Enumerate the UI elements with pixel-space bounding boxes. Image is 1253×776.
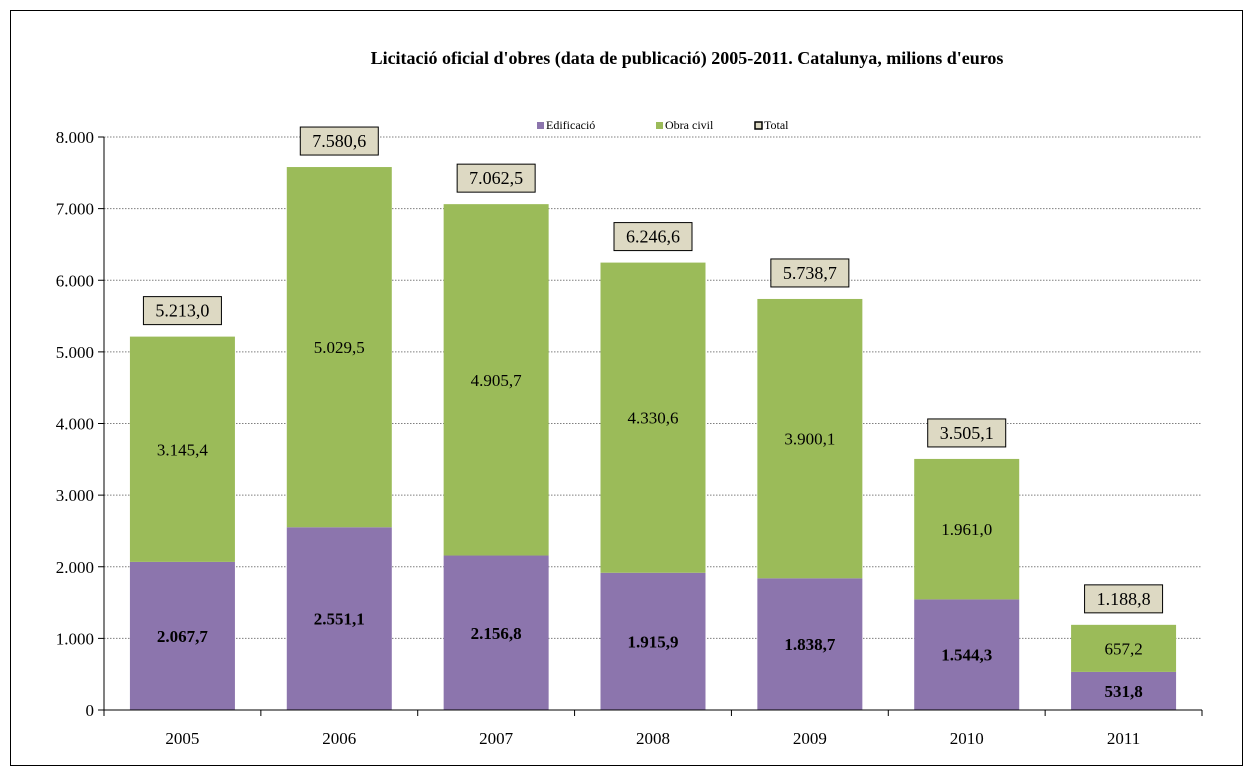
total-label-2010: 3.505,1 bbox=[927, 418, 1007, 448]
legend-label-total: Total bbox=[764, 118, 789, 132]
chart-svg: Licitació oficial d'obres (data de publi… bbox=[56, 48, 1203, 748]
data-label-edificacio-2011: 531,8 bbox=[1104, 682, 1142, 701]
data-label-edificacio-2009: 1.838,7 bbox=[784, 635, 836, 654]
bar-obra-civil-2008 bbox=[600, 262, 706, 573]
data-label-obra-civil-2008: 4.330,6 bbox=[628, 409, 679, 428]
legend-swatch-total bbox=[754, 121, 763, 130]
total-label-text: 3.505,1 bbox=[940, 423, 994, 443]
total-label-box bbox=[613, 222, 693, 252]
legend-label-edificacio: Edificació bbox=[546, 118, 595, 132]
y-tick-label: 5.000 bbox=[56, 343, 94, 362]
y-tick-label: 7.000 bbox=[56, 200, 94, 219]
bar-obra-civil-2010 bbox=[914, 458, 1020, 600]
y-tick-label: 3.000 bbox=[56, 486, 94, 505]
total-label-text: 7.580,6 bbox=[312, 131, 366, 151]
chart-title: Licitació oficial d'obres (data de publi… bbox=[371, 48, 1004, 69]
x-tick-label: 2005 bbox=[165, 729, 199, 748]
data-label-edificacio-2010: 1.544,3 bbox=[941, 646, 992, 665]
legend-item-obra-civil: Obra civil bbox=[656, 118, 714, 132]
total-label-2011: 1.188,8 bbox=[1084, 584, 1164, 614]
legend-item-edificacio: Edificació bbox=[537, 118, 595, 132]
x-tick-label: 2011 bbox=[1107, 729, 1140, 748]
x-tick-labels: 2005 2006 2007 2008 2009 2010 2011 bbox=[165, 729, 1140, 748]
legend-swatch-obra-civil bbox=[656, 122, 663, 129]
data-label-obra-civil-2010: 1.961,0 bbox=[941, 520, 992, 539]
bar-edificacio-2008 bbox=[600, 572, 706, 710]
legend: Edificació Obra civil Total bbox=[537, 118, 789, 132]
total-label-box bbox=[142, 296, 222, 326]
bar-edificacio-2009 bbox=[757, 578, 863, 710]
total-label-box bbox=[770, 258, 850, 288]
legend-swatch-edificacio bbox=[537, 122, 544, 129]
bars bbox=[129, 167, 1177, 710]
total-label-text: 6.246,6 bbox=[626, 227, 680, 247]
bar-obra-civil-2009 bbox=[757, 298, 863, 579]
bar-obra-civil-2007 bbox=[443, 204, 549, 556]
bar-obra-civil-2011 bbox=[1071, 624, 1177, 672]
total-label-text: 7.062,5 bbox=[469, 168, 523, 188]
total-label-box bbox=[1084, 584, 1164, 614]
y-tick-label: 0 bbox=[86, 701, 95, 720]
total-label-2005: 5.213,0 bbox=[142, 296, 222, 326]
x-tick-label: 2006 bbox=[322, 729, 356, 748]
chart-frame: Licitació oficial d'obres (data de publi… bbox=[10, 10, 1243, 766]
y-tick-label: 4.000 bbox=[56, 415, 94, 434]
total-label-text: 5.738,7 bbox=[783, 263, 837, 283]
y-tick-label: 2.000 bbox=[56, 558, 94, 577]
bar-obra-civil-2005 bbox=[129, 336, 235, 562]
total-label-2009: 5.738,7 bbox=[770, 258, 850, 288]
bar-edificacio-2011 bbox=[1071, 671, 1177, 710]
legend-item-total: Total bbox=[754, 118, 789, 132]
bar-edificacio-2005 bbox=[129, 561, 235, 710]
data-label-obra-civil-2009: 3.900,1 bbox=[784, 430, 835, 449]
x-tick-label: 2010 bbox=[950, 729, 984, 748]
data-label-obra-civil-2006: 5.029,5 bbox=[314, 338, 365, 357]
y-tick-labels: 0 1.000 2.000 3.000 4.000 5.000 6.000 7.000 8.00… bbox=[56, 128, 94, 720]
value-labels: 2.067,7 3.145,4 5.213,0 2.551,1 5.029,5 7.580… bbox=[142, 126, 1164, 701]
data-label-obra-civil-2005: 3.145,4 bbox=[157, 440, 209, 459]
bar-edificacio-2006 bbox=[286, 527, 392, 710]
bar-edificacio-2010 bbox=[914, 599, 1020, 710]
data-label-edificacio-2007: 2.156,8 bbox=[471, 624, 522, 643]
data-label-obra-civil-2007: 4.905,7 bbox=[471, 371, 523, 390]
bar-obra-civil-2006 bbox=[286, 167, 392, 528]
total-label-2007: 7.062,5 bbox=[456, 163, 536, 193]
total-label-box bbox=[456, 163, 536, 193]
total-label-box bbox=[299, 126, 379, 156]
y-tick-label: 8.000 bbox=[56, 128, 94, 147]
total-label-2006: 7.580,6 bbox=[299, 126, 379, 156]
bar-edificacio-2007 bbox=[443, 555, 549, 710]
data-label-edificacio-2006: 2.551,1 bbox=[314, 610, 365, 629]
data-label-obra-civil-2011: 657,2 bbox=[1104, 639, 1142, 658]
x-tick-label: 2007 bbox=[479, 729, 514, 748]
total-label-text: 5.213,0 bbox=[155, 301, 209, 321]
x-tick-label: 2009 bbox=[793, 729, 827, 748]
legend-label-obra-civil: Obra civil bbox=[665, 118, 714, 132]
data-label-edificacio-2005: 2.067,7 bbox=[157, 627, 209, 646]
total-label-2008: 6.246,6 bbox=[613, 222, 693, 252]
total-label-box bbox=[927, 418, 1007, 448]
data-label-edificacio-2008: 1.915,9 bbox=[628, 632, 679, 651]
y-tick-label: 6.000 bbox=[56, 271, 94, 290]
x-tick-label: 2008 bbox=[636, 729, 670, 748]
y-tick-label: 1.000 bbox=[56, 629, 94, 648]
axes bbox=[98, 136, 1203, 716]
total-label-text: 1.188,8 bbox=[1097, 589, 1151, 609]
